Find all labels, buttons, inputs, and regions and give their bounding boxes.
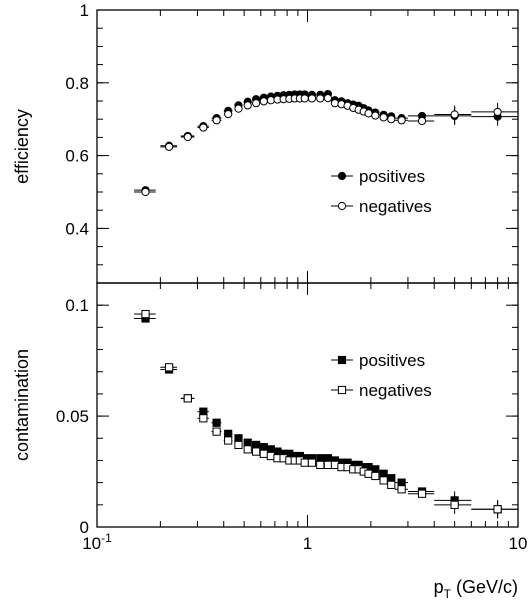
- x-axis-label-unit: (GeV/c): [451, 577, 518, 597]
- data-point: [371, 465, 380, 474]
- panel-bottom: contamination 0 0.05 0.1 10-1 1 10 pT (GeV/c) po…: [12, 282, 528, 601]
- legend-entry-positives-top: positives: [331, 167, 425, 186]
- x-axis-label: pT (GeV/c): [434, 577, 518, 599]
- y-tick-label: 1: [80, 1, 89, 20]
- x-tick-label: 10: [509, 534, 528, 553]
- data-point: [300, 458, 309, 467]
- y-tick-label: 0.05: [56, 407, 89, 426]
- data-point: [493, 107, 502, 117]
- legend-marker: [337, 385, 347, 395]
- plot-frame-top: [96, 9, 519, 284]
- data-point: [259, 443, 268, 452]
- data-point: [450, 110, 459, 119]
- data-point: [450, 500, 459, 509]
- x-tick-label: 10-1: [82, 531, 112, 553]
- data-point: [212, 427, 221, 436]
- data-point: [243, 438, 252, 447]
- data-point: [259, 449, 268, 458]
- y-axis-label-bottom: contamination: [12, 349, 32, 461]
- data-point: [387, 115, 396, 124]
- data-point: [323, 93, 332, 103]
- data-point: [316, 94, 325, 103]
- data-point: [323, 454, 332, 463]
- data-point: [364, 469, 373, 478]
- data-point: [212, 418, 221, 427]
- legend-label: positives: [359, 167, 425, 186]
- legend-marker: [337, 355, 347, 365]
- data-point: [307, 458, 317, 467]
- data-point: [224, 110, 233, 119]
- data-point: [234, 434, 243, 443]
- data-point: [141, 187, 150, 197]
- data-point: [493, 505, 502, 514]
- data-point: [371, 471, 380, 481]
- data-point: [164, 363, 174, 372]
- legend-entry-negatives-top: negatives: [331, 197, 432, 216]
- data-point: [417, 116, 427, 126]
- data-point: [199, 407, 208, 416]
- data-point: [183, 394, 192, 403]
- data-point: [234, 440, 243, 450]
- data-point: [379, 113, 388, 122]
- plot-frame-bottom: [96, 282, 519, 528]
- data-point: [212, 116, 221, 125]
- data-point: [316, 460, 325, 469]
- y-tick-label: 0: [80, 518, 89, 537]
- series-negatives-bottom: [134, 309, 518, 519]
- data-point: [387, 480, 396, 489]
- x-tick-label-exponent: -1: [101, 531, 112, 545]
- y-tick-label: 0.6: [65, 147, 89, 166]
- x-tick-label: 1: [303, 534, 312, 553]
- data-point: [259, 97, 268, 106]
- data-point: [252, 447, 261, 456]
- data-point: [323, 460, 332, 469]
- legend-entry-positives-bottom: positives: [331, 351, 425, 370]
- data-point: [164, 142, 174, 151]
- y-tick-label: 0.1: [65, 296, 89, 315]
- y-tick-label: 0.4: [65, 219, 89, 238]
- series-negatives-top: [134, 93, 518, 197]
- data-point: [141, 309, 150, 319]
- data-point: [397, 485, 406, 494]
- y-axis-label-top: efficiency: [12, 109, 32, 184]
- data-point: [371, 111, 380, 120]
- data-point: [234, 104, 243, 113]
- data-point: [199, 123, 208, 132]
- data-point: [243, 101, 252, 110]
- data-point: [316, 454, 325, 463]
- x-axis-label-subscript: T: [444, 587, 452, 599]
- data-point: [307, 94, 317, 103]
- data-point: [252, 99, 261, 108]
- panel-top: efficiency 0.4 0.6 0.8 1 positives negatives: [12, 1, 519, 284]
- legend-marker: [337, 201, 347, 211]
- series-positives-bottom: [134, 314, 518, 519]
- legend-label: negatives: [359, 197, 432, 216]
- y-tick-label: 0.8: [65, 74, 89, 93]
- data-point: [417, 489, 427, 498]
- legend-label: positives: [359, 351, 425, 370]
- legend-marker: [337, 171, 347, 181]
- data-point: [379, 469, 388, 478]
- data-point: [379, 476, 388, 485]
- data-point: [387, 474, 396, 483]
- data-point: [243, 445, 252, 454]
- data-point: [224, 436, 233, 445]
- data-point: [397, 478, 406, 487]
- data-point: [252, 440, 261, 450]
- data-point: [224, 429, 233, 438]
- legend-label: negatives: [359, 381, 432, 400]
- data-point: [397, 116, 406, 125]
- data-point: [364, 109, 373, 118]
- data-point: [266, 96, 275, 105]
- series-positives-top: [134, 89, 518, 195]
- legend-entry-negatives-bottom: negatives: [331, 381, 432, 400]
- data-point: [199, 414, 208, 423]
- data-point: [183, 132, 192, 142]
- data-point: [330, 99, 340, 108]
- data-point: [300, 94, 309, 103]
